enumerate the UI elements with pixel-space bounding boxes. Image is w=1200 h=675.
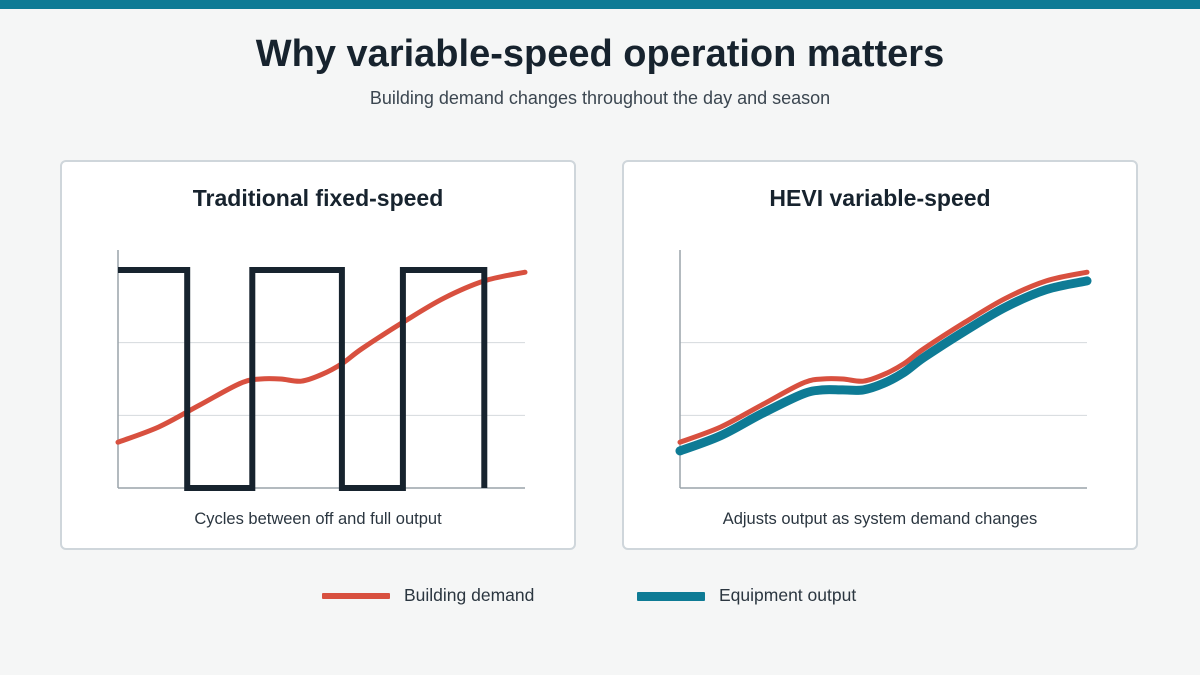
variable-speed-caption: Adjusts output as system demand changes	[722, 510, 1038, 528]
series-building-demand-line	[677, 269, 1090, 445]
variable-speed-title: HEVI variable-speed	[769, 185, 991, 211]
legend-label-demand: Building demand	[404, 585, 535, 605]
series-building-demand-line	[115, 269, 528, 445]
fixed-speed-caption: Cycles between off and full output	[194, 510, 442, 528]
legend-label-output: Equipment output	[719, 585, 857, 605]
variable-speed-chart	[675, 250, 1092, 489]
series-equipment-output-line	[118, 267, 488, 491]
legend-swatch-demand	[322, 593, 390, 599]
fixed-speed-title: Traditional fixed-speed	[192, 185, 444, 211]
top-accent-bar	[0, 0, 1200, 9]
page-title: Why variable-speed operation matters	[255, 33, 945, 75]
fixed-speed-chart	[115, 250, 528, 491]
page-subtitle: Building demand changes throughout the d…	[369, 88, 831, 108]
series-equipment-output-line	[675, 276, 1092, 456]
fixed-speed-panel: Traditional fixed-speed Cycles between o…	[60, 160, 576, 550]
variable-speed-panel: HEVI variable-speed Adjusts output as sy…	[622, 160, 1138, 550]
legend-swatch-output	[637, 592, 705, 601]
